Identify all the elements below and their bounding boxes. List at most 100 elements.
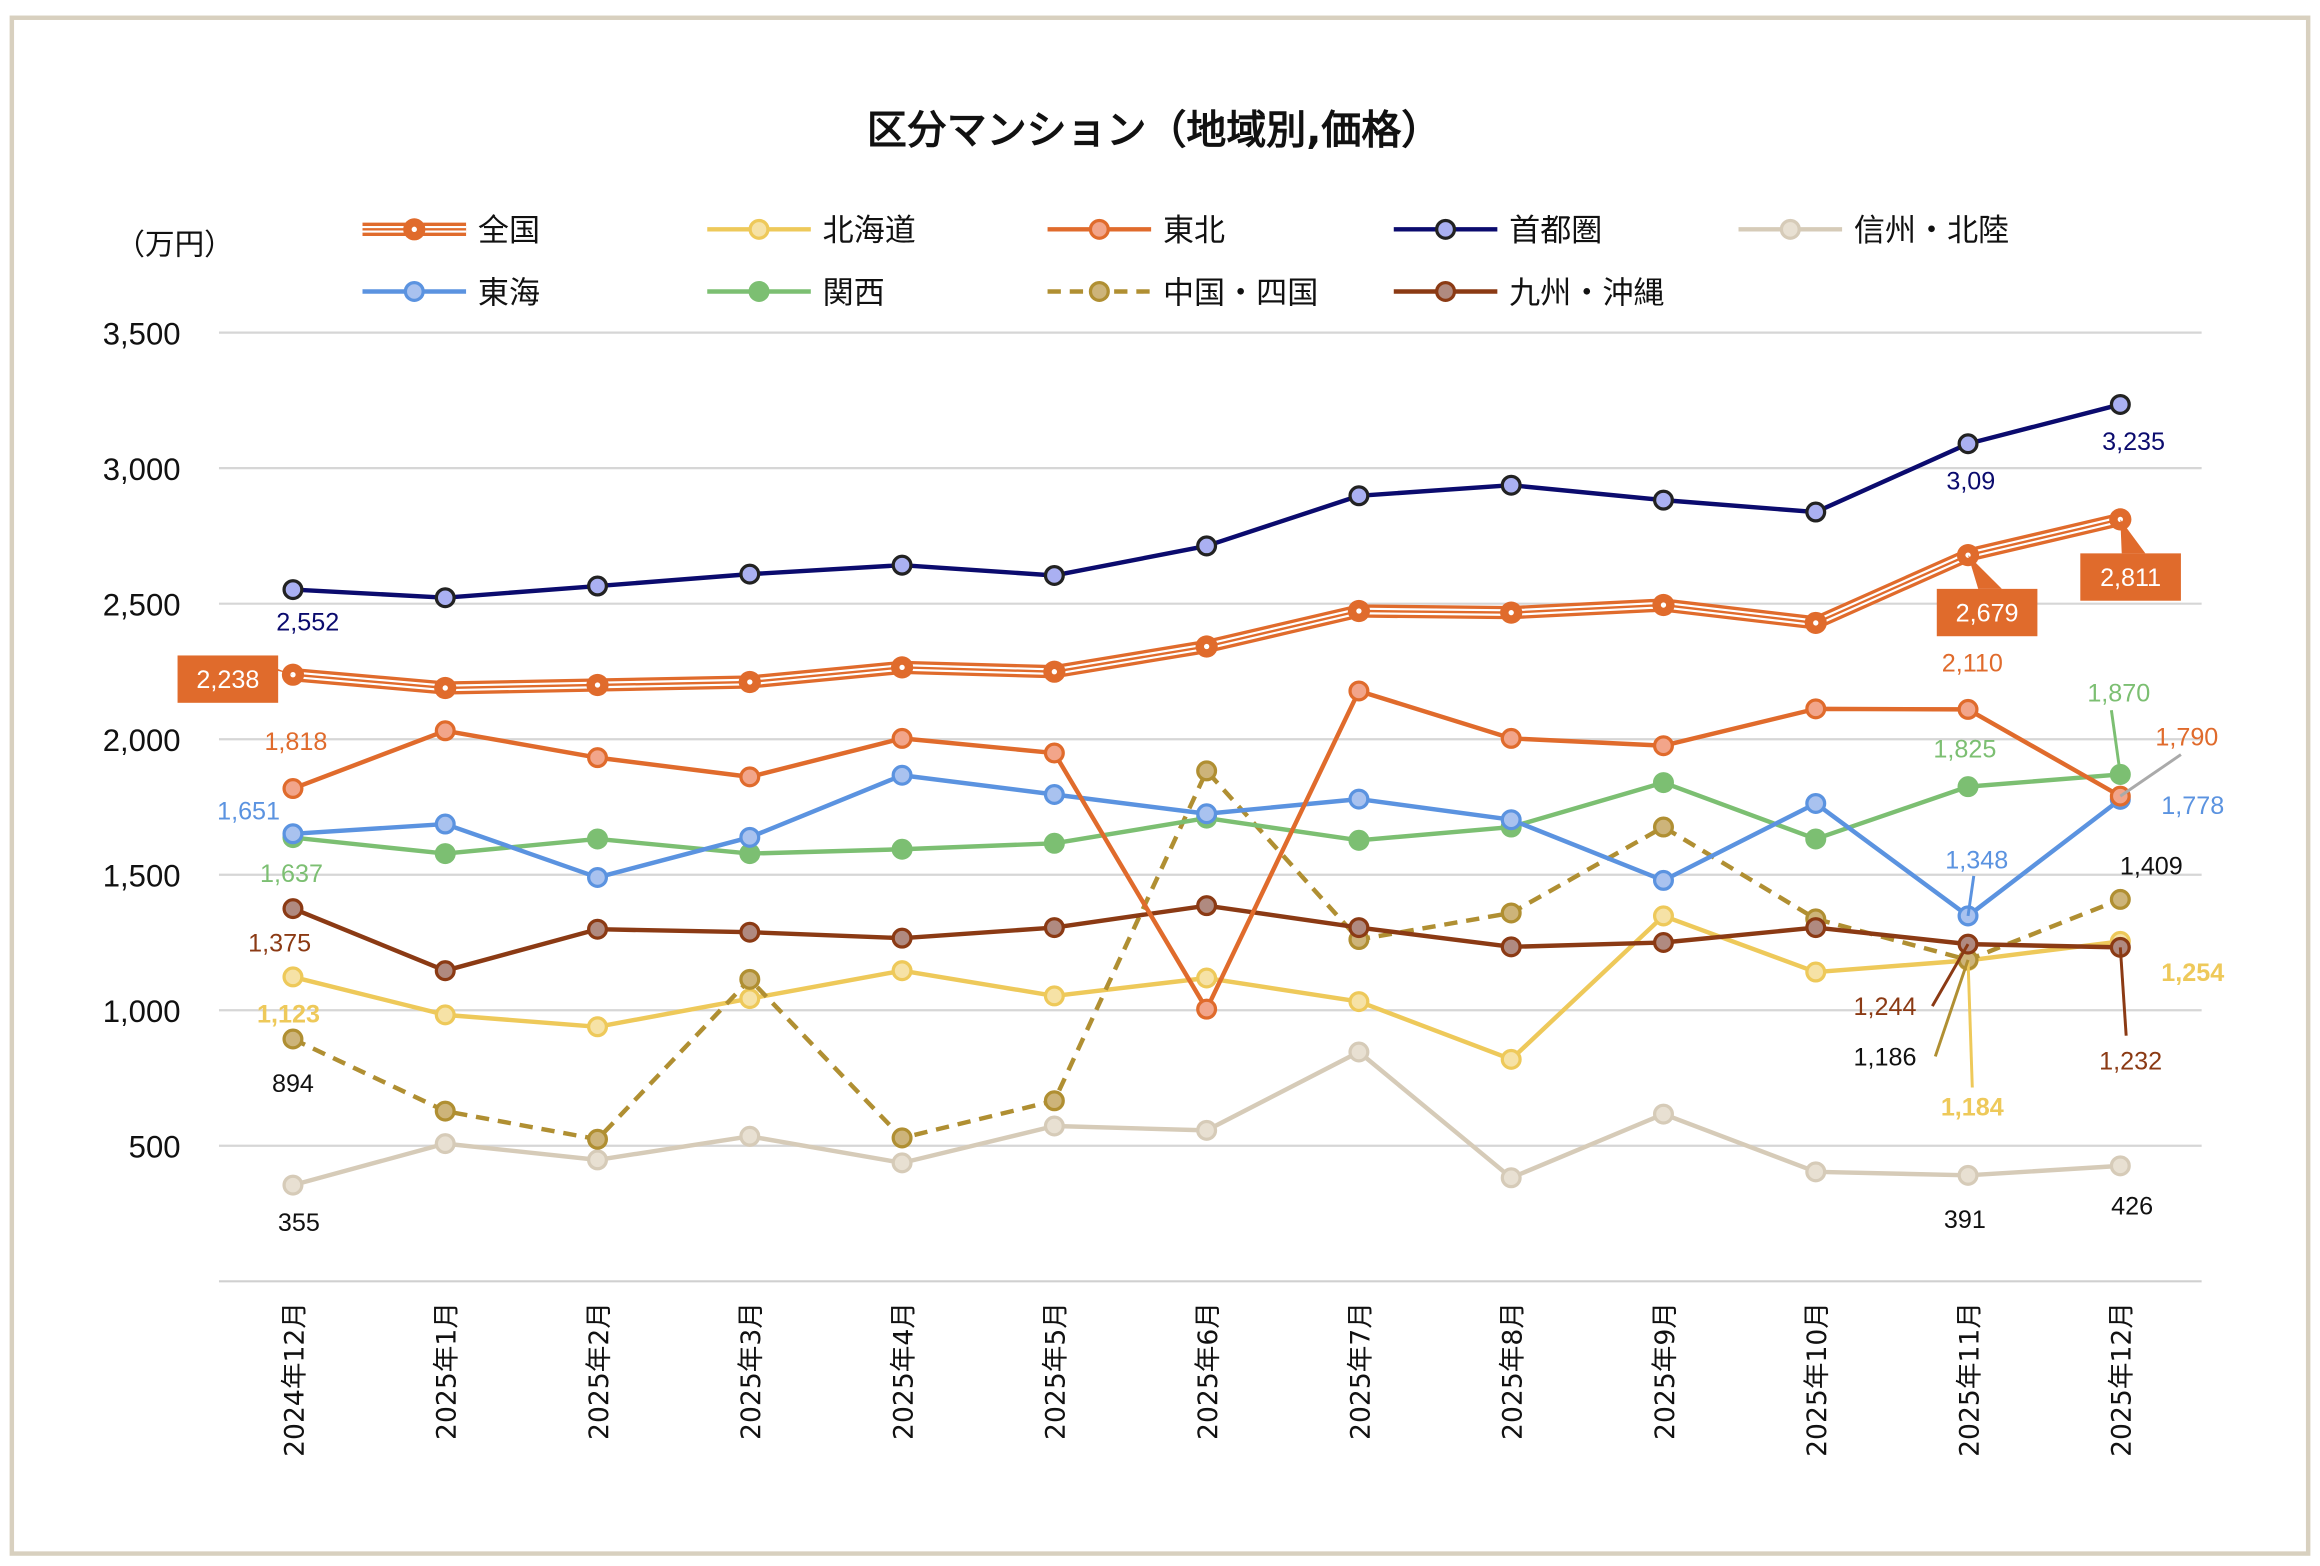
data-label: 1,790 [2155, 724, 2218, 752]
data-point [1652, 735, 1674, 757]
data-point [1348, 1041, 1370, 1063]
data-point [1652, 772, 1674, 794]
x-tick-label: 2025年11月 [1954, 1302, 1985, 1457]
data-point [1957, 698, 1979, 720]
data-point [1805, 917, 1827, 939]
data-label: 3,09 [1946, 468, 1995, 496]
data-point [434, 843, 456, 865]
x-tick-label: 2024年12月 [279, 1302, 310, 1457]
data-point [2109, 888, 2131, 910]
data-point [1652, 816, 1674, 838]
legend-marker [1435, 280, 1457, 302]
data-point-dot [747, 679, 753, 685]
series-4 [282, 1041, 2131, 1196]
label-background [177, 655, 279, 703]
data-label: 2,679 [1956, 599, 2019, 627]
legend-item: 関西 [707, 275, 885, 311]
data-point [1652, 1103, 1674, 1125]
data-point [1196, 967, 1218, 989]
data-point [1805, 1161, 1827, 1183]
label-leader-line [1933, 959, 1970, 1057]
data-point [1043, 832, 1065, 854]
data-point-dot [1051, 669, 1058, 675]
data-point [739, 921, 761, 943]
data-label: 894 [272, 1070, 314, 1098]
data-point [1043, 1090, 1065, 1112]
legend-label: 東海 [478, 275, 540, 311]
data-point [739, 968, 761, 990]
x-tick-label: 2025年1月 [432, 1302, 463, 1440]
data-label: 1,637 [260, 860, 323, 888]
legend-marker [748, 218, 770, 240]
legend-marker [1779, 218, 1801, 240]
data-point [739, 826, 761, 848]
legend-label: 中国・四国 [1163, 275, 1318, 311]
data-label: 1,186 [1854, 1043, 1917, 1071]
data-label: 2,811 [2100, 564, 2161, 592]
legend-marker [1435, 218, 1457, 240]
data-point [434, 813, 456, 835]
data-point [1500, 474, 1522, 496]
data-point-dot [442, 685, 448, 691]
data-point [587, 1128, 609, 1150]
label-leader-line [1966, 875, 1976, 917]
x-tick-label: 2025年6月 [1193, 1302, 1224, 1440]
data-point [891, 1127, 913, 1149]
data-point [1652, 869, 1674, 891]
data-point [1348, 680, 1370, 702]
data-point [587, 918, 609, 940]
data-point [434, 960, 456, 982]
data-label: 1,870 [2087, 679, 2150, 707]
data-point [1043, 1115, 1065, 1137]
data-point [1805, 698, 1827, 720]
legend-label: 関西 [823, 275, 885, 311]
data-point [282, 579, 304, 601]
data-point [1043, 917, 1065, 939]
data-point [1196, 1119, 1218, 1141]
data-point [1500, 1167, 1522, 1189]
legend-item: 信州・北陸 [1738, 213, 2009, 249]
legend-marker-dot [411, 226, 417, 232]
label-leader-line [1966, 960, 1974, 1088]
data-point [1652, 931, 1674, 954]
legend-item: 東海 [362, 275, 540, 311]
data-label-box: 2,679 [1936, 555, 2038, 637]
legend-label: 東北 [1163, 213, 1225, 249]
chart-title: 区分マンション（地域別,価格） [867, 108, 1441, 154]
label-leader-line [2119, 753, 2182, 798]
data-point [2109, 1155, 2131, 1177]
label-pointer [2120, 519, 2146, 554]
data-label: 1,818 [264, 728, 327, 756]
data-label-box: 2,238 [177, 655, 293, 703]
data-point [1805, 828, 1827, 850]
data-point [1652, 905, 1674, 927]
data-point [1957, 1164, 1979, 1186]
label-leader-line [1931, 943, 1970, 1007]
data-label: 1,375 [248, 929, 311, 957]
data-point [739, 1125, 761, 1147]
data-label: 1,409 [2120, 852, 2183, 880]
data-point [1500, 809, 1522, 831]
data-point [587, 1016, 609, 1038]
data-point-dot [899, 664, 905, 671]
data-point [1500, 936, 1522, 958]
data-label: 426 [2111, 1193, 2153, 1221]
legend-item: 東北 [1047, 213, 1225, 249]
legend-label: 全国 [478, 213, 540, 249]
data-label: 1,778 [2161, 792, 2224, 820]
data-point-dot [1660, 602, 1667, 608]
series-0 [281, 508, 2132, 700]
series-1 [282, 905, 2131, 1070]
data-point [1500, 1048, 1522, 1070]
data-point [434, 1004, 456, 1026]
x-tick-label: 2025年7月 [1345, 1302, 1376, 1440]
x-tick-label: 2025年5月 [1041, 1302, 1072, 1440]
x-tick-label: 2025年2月 [584, 1302, 615, 1440]
data-point [434, 1133, 456, 1155]
data-point-dot [1203, 643, 1210, 650]
data-point [1500, 902, 1522, 924]
data-point [587, 747, 609, 769]
data-label: 3,235 [2102, 428, 2165, 456]
data-label: 1,244 [1854, 993, 1917, 1021]
